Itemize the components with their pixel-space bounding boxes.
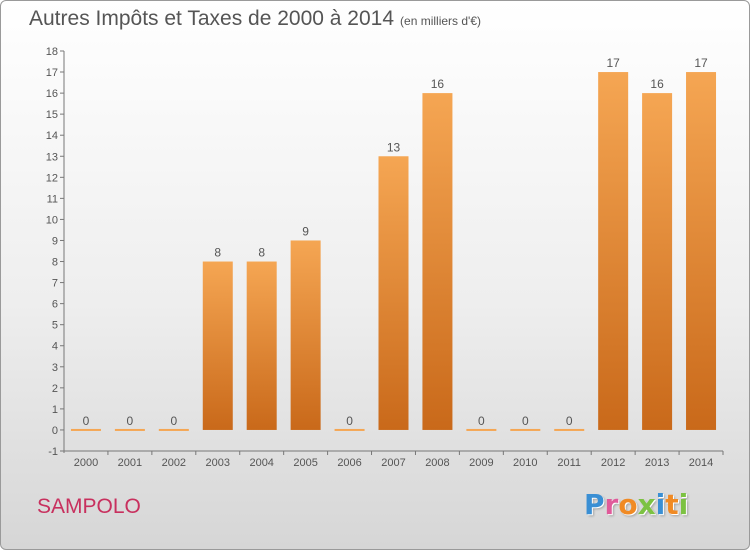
x-tick-label: 2000 bbox=[74, 457, 98, 469]
x-tick-label: 2014 bbox=[689, 457, 713, 469]
logo-letter: r bbox=[604, 488, 619, 521]
y-tick-label: 8 bbox=[52, 257, 58, 269]
bar-value-label: 0 bbox=[566, 414, 573, 428]
bar-value-label: 0 bbox=[83, 414, 90, 428]
bar bbox=[158, 428, 189, 431]
chart-title: Autres Impôts et Taxes de 2000 à 2014 (en… bbox=[29, 7, 481, 31]
bar-value-label: 0 bbox=[522, 414, 529, 428]
bar-value-label: 13 bbox=[387, 140, 401, 154]
bar-value-label: 8 bbox=[258, 246, 265, 260]
y-tick-label: 5 bbox=[52, 320, 58, 332]
logo-letter: P bbox=[584, 488, 605, 521]
bar-value-label: 0 bbox=[170, 414, 177, 428]
x-tick-label: 2008 bbox=[425, 457, 449, 469]
logo-letter: o bbox=[618, 488, 638, 521]
bar-value-label: 0 bbox=[478, 414, 485, 428]
x-tick-label: 2001 bbox=[118, 457, 142, 469]
chart-data-labels: 0 0 0 8 8 9 0 13 16 0 0 0 17 16 17 bbox=[83, 56, 708, 428]
logo-letter: x bbox=[637, 488, 656, 521]
y-tick-label: 17 bbox=[46, 67, 58, 79]
y-tick-label: 7 bbox=[52, 278, 58, 290]
y-tick-label: 1 bbox=[52, 404, 58, 416]
bar bbox=[598, 72, 629, 430]
chart-title-text: Autres Impôts et Taxes de 2000 à 2014 bbox=[29, 7, 395, 30]
y-tick-label: 6 bbox=[52, 299, 58, 311]
y-tick-label: 3 bbox=[52, 362, 58, 374]
bar-value-label: 17 bbox=[694, 56, 708, 70]
y-tick-label: 12 bbox=[46, 172, 58, 184]
chart-bars bbox=[70, 72, 717, 431]
y-tick-label: 0 bbox=[52, 425, 58, 437]
y-tick-label: 13 bbox=[46, 151, 58, 163]
y-tick-label: 4 bbox=[52, 341, 58, 353]
bar bbox=[246, 261, 277, 430]
bar bbox=[510, 428, 541, 431]
x-tick-label: 2012 bbox=[601, 457, 625, 469]
commune-name: SAMPOLO bbox=[37, 495, 141, 518]
x-tick-label: 2004 bbox=[249, 457, 273, 469]
x-tick-label: 2006 bbox=[337, 457, 361, 469]
bar-value-label: 8 bbox=[214, 246, 221, 260]
x-tick-label: 2009 bbox=[469, 457, 493, 469]
bar-value-label: 9 bbox=[302, 224, 309, 238]
y-tick-label: 18 bbox=[46, 46, 58, 58]
bar-value-label: 16 bbox=[431, 77, 445, 91]
x-tick-label: 2003 bbox=[206, 457, 230, 469]
logo-letter: t bbox=[665, 488, 679, 521]
y-tick-label: 10 bbox=[46, 214, 58, 226]
bar bbox=[70, 428, 101, 431]
x-tick-label: 2013 bbox=[645, 457, 669, 469]
bar bbox=[686, 72, 717, 430]
x-tick-label: 2002 bbox=[162, 457, 186, 469]
bar bbox=[642, 93, 673, 430]
bar-value-label: 16 bbox=[650, 77, 664, 91]
bar-value-label: 0 bbox=[346, 414, 353, 428]
y-tick-label: 15 bbox=[46, 109, 58, 121]
bar bbox=[554, 428, 585, 431]
y-tick-label: 14 bbox=[46, 130, 58, 142]
y-tick-label: 11 bbox=[47, 193, 58, 205]
bar bbox=[466, 428, 497, 431]
bar-value-label: 17 bbox=[606, 56, 620, 70]
logo-letter: i bbox=[678, 488, 689, 521]
x-tick-label: 2005 bbox=[293, 457, 317, 469]
y-tick-label: -1 bbox=[48, 446, 58, 458]
bar bbox=[378, 156, 409, 430]
x-tick-label: 2007 bbox=[381, 457, 405, 469]
bar bbox=[114, 428, 145, 431]
y-tick-label: 16 bbox=[46, 88, 58, 100]
bar bbox=[202, 261, 233, 430]
y-tick-label: 2 bbox=[52, 383, 58, 395]
chart-subtitle: (en milliers d'€) bbox=[400, 14, 482, 28]
x-tick-label: 2011 bbox=[557, 457, 581, 469]
bar bbox=[290, 240, 321, 430]
bar-value-label: 0 bbox=[127, 414, 134, 428]
y-tick-label: 9 bbox=[52, 235, 58, 247]
proxiti-logo: Proxiti bbox=[584, 488, 688, 521]
x-tick-label: 2010 bbox=[513, 457, 537, 469]
logo-letter: i bbox=[655, 488, 666, 521]
bar bbox=[334, 428, 365, 431]
bar bbox=[422, 93, 453, 430]
